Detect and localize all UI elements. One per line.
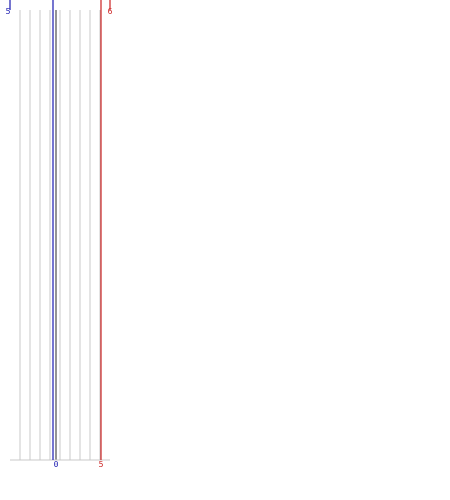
blue-bottom-label: 0 xyxy=(54,460,59,469)
chart-grid xyxy=(10,10,110,461)
blue-top-label: 5 xyxy=(6,7,11,16)
red-top-label: 6 xyxy=(108,7,113,16)
red-team-score-line xyxy=(100,0,111,460)
red-bottom-label: 5 xyxy=(99,460,104,469)
blue-team-score-line xyxy=(9,0,54,460)
